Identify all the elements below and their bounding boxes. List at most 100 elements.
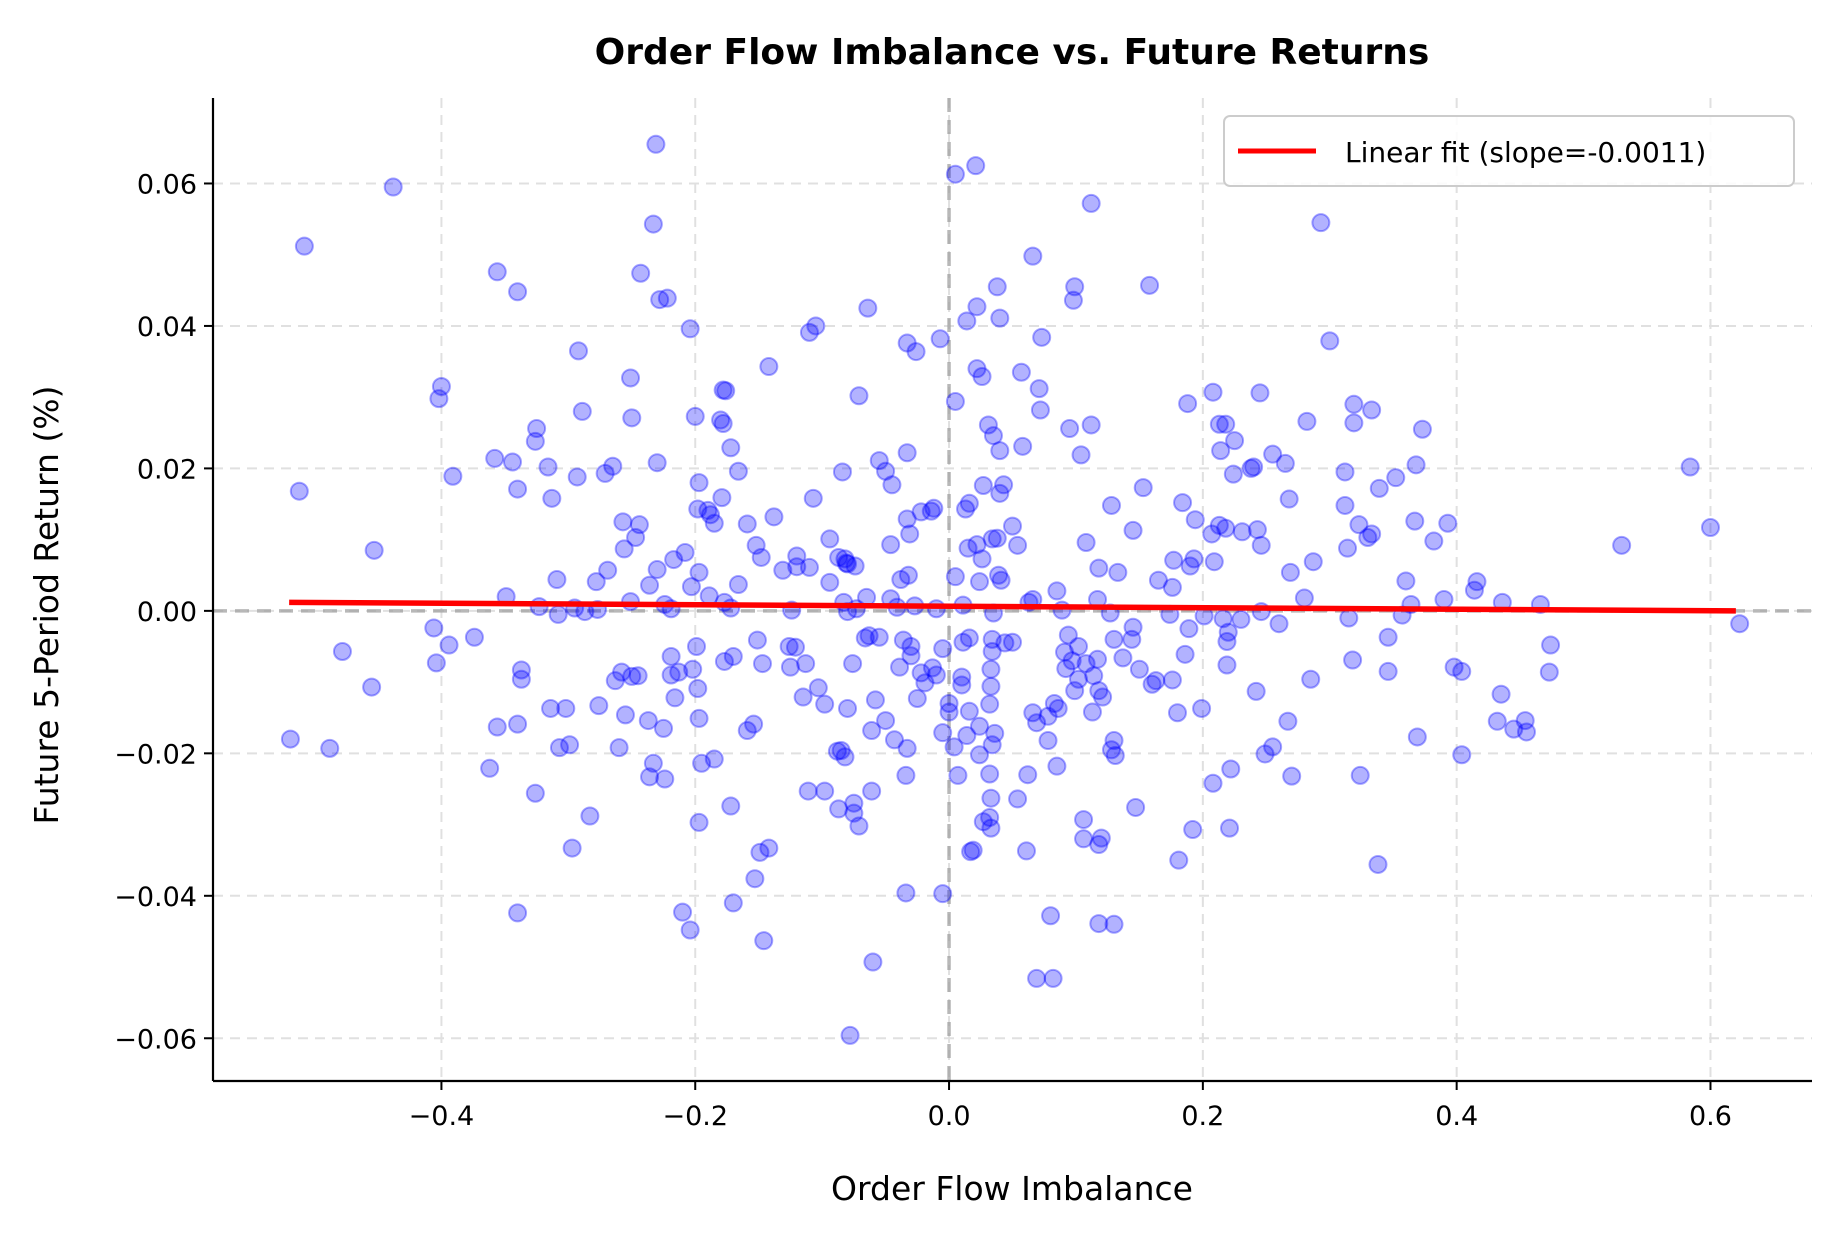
data-point [836,553,856,573]
data-point [654,718,674,738]
data-point [869,451,889,471]
data-point [728,575,748,595]
data-point [820,529,840,549]
data-point [1263,444,1283,464]
data-point [1104,731,1124,751]
data-point [831,740,851,760]
data-point [930,329,950,349]
data-point [689,562,709,582]
data-point [921,501,941,521]
data-point [511,660,531,680]
data-point [538,457,558,477]
data-point [1074,829,1094,849]
data-point [1269,614,1289,634]
x-tick-label: −0.2 [662,1101,728,1132]
data-point [511,669,531,689]
data-point [862,721,882,741]
data-point [605,671,625,691]
data-point [1263,737,1283,757]
data-point [1081,415,1101,435]
data-points [280,134,1750,1045]
data-point [598,560,618,580]
data-point [643,753,663,773]
data-point [1162,670,1182,690]
data-point [1178,394,1198,414]
axes [211,98,1812,1083]
data-point [959,493,979,513]
data-point [1003,516,1022,536]
data-point [487,717,507,737]
data-point [933,639,953,659]
data-point [1232,522,1252,542]
x-tick-label: −0.4 [409,1101,475,1132]
data-point [1044,693,1064,713]
data-point [1162,577,1182,597]
data-point [1386,468,1406,488]
data-point [631,263,651,283]
data-point [970,572,990,592]
data-point [787,546,807,566]
data-point [1467,572,1487,592]
data-point [1167,703,1187,723]
data-point [896,883,916,903]
data-point [1452,745,1472,765]
data-point [1126,797,1146,817]
data-point [855,628,875,648]
data-point [1058,625,1078,645]
data-point [1048,698,1068,718]
data-point [1089,835,1109,855]
data-point [1065,681,1085,701]
data-point [1027,968,1047,988]
data-point [876,461,896,481]
data-point [1216,414,1236,434]
data-point [549,738,569,758]
data-point [547,570,567,590]
data-point [529,597,549,617]
data-point [815,781,835,801]
data-point [1218,622,1238,642]
x-tick-label: 0.2 [1181,1101,1224,1132]
data-point [911,502,931,522]
data-point [595,463,615,483]
data-point [1011,362,1031,382]
y-tick-label: −0.06 [114,1024,197,1055]
data-point [858,298,878,318]
data-point [906,342,926,362]
data-point [1231,609,1251,629]
data-point [963,840,983,860]
data-point [688,499,708,519]
data-point [961,842,981,862]
data-point [332,641,352,661]
data-point [320,738,340,758]
data-point [1279,489,1299,509]
data-point [1169,850,1189,870]
legend: Linear fit (slope=-0.0011) [1223,115,1795,187]
fit-line [289,599,1736,614]
data-point [1068,669,1088,689]
data-point [1122,629,1142,649]
data-point [982,641,1002,661]
data-point [1362,400,1382,420]
data-point [1071,445,1091,465]
data-point [1105,745,1125,765]
x-tick-label: 0.6 [1689,1101,1732,1132]
data-point [1516,722,1536,742]
data-point [508,479,528,499]
data-point [716,381,736,401]
data-point [508,714,528,734]
data-point [779,636,799,656]
data-point [1217,631,1237,651]
data-point [675,542,695,562]
data-point [956,499,976,519]
data-point [1396,571,1416,591]
data-point [1018,765,1038,785]
data-point [966,156,986,176]
x-axis-label: Order Flow Imbalance [831,1169,1193,1208]
data-point [897,443,917,463]
data-point [1038,706,1058,726]
y-tick-label: 0.02 [137,454,197,485]
data-point [750,842,770,862]
data-point [973,812,993,832]
data-point [614,539,634,559]
chart-title: Order Flow Imbalance vs. Future Returns [595,32,1430,73]
